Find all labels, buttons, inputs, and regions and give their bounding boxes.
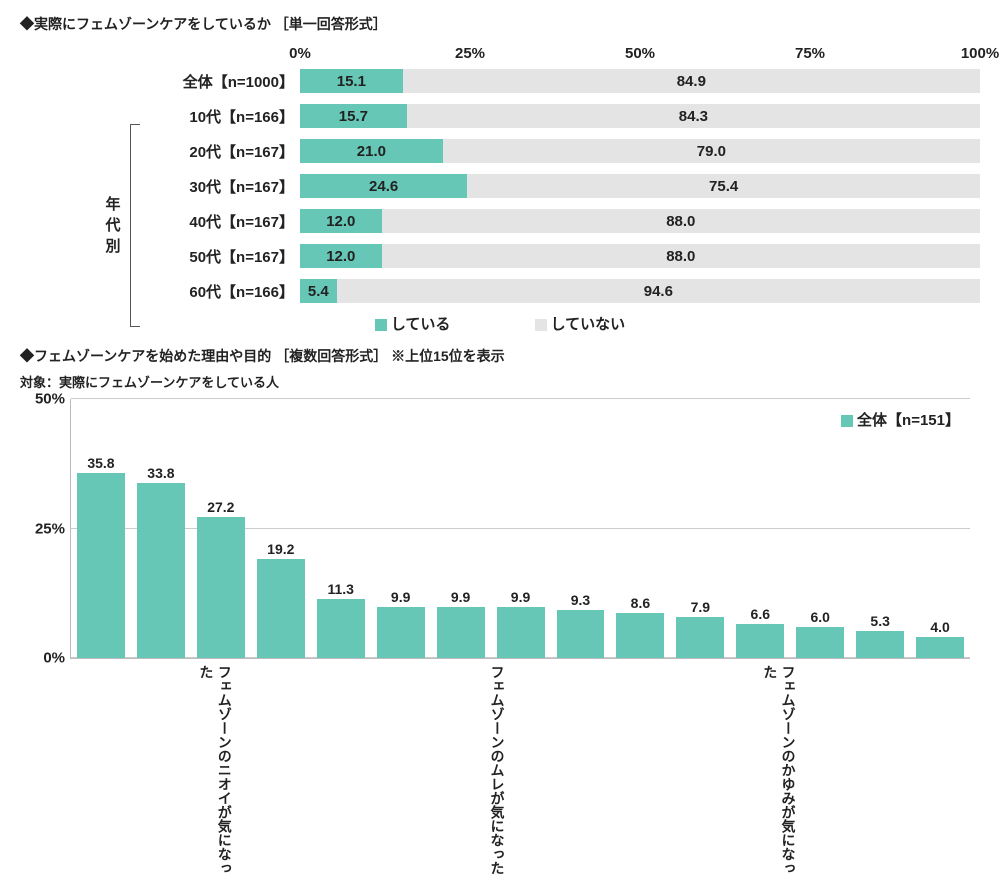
bar-value-label: 8.6 [631,595,650,611]
segment-yes: 12.0 [300,244,382,268]
axis-tick: 0% [289,45,311,62]
bar [736,624,784,658]
segment-no: 88.0 [382,209,980,233]
bar-value-label: 9.9 [391,589,410,605]
bar-value-label: 9.9 [451,589,470,605]
bar-value-label: 33.8 [147,465,174,481]
segment-no: 75.4 [467,174,980,198]
segment-yes: 21.0 [300,139,443,163]
bar-value-label: 19.2 [267,541,294,557]
bar-slot: 27.2 [191,399,251,658]
axis-tick: 25% [455,45,485,62]
bar-value-label: 7.9 [691,599,710,615]
bar-value-label: 6.0 [810,609,829,625]
stacked-bar-row: 50代【n=167】12.088.0 [100,240,980,272]
stacked-bar-row: 全体【n=1000】15.184.9 [100,65,980,97]
segment-no: 88.0 [382,244,980,268]
bar [197,517,245,658]
bar-value-label: 9.9 [511,589,530,605]
age-group-bracket [130,124,140,327]
y-axis-tick: 0% [21,650,65,667]
bar-slot: 6.6 [730,399,790,658]
bar-slot: 9.3 [551,399,611,658]
bar-slot: 11.3 [311,399,371,658]
axis-tick: 50% [625,45,655,62]
segment-yes: 15.1 [300,69,403,93]
legend-yes-label: している [391,316,451,333]
bar-slot: 7.9 [670,399,730,658]
bar-chart-title-1: ◆フェムゾーンケアを始めた理由や目的 ［複数回答形式］ ※上位15位を表示 [20,346,980,366]
age-group-label: 年代別 [100,194,126,257]
bar-value-label: 35.8 [87,455,114,471]
bar-slot: 6.0 [790,399,850,658]
stacked-legend: している していない [20,313,980,334]
row-label: 全体【n=1000】 [100,71,300,92]
bar [497,607,545,658]
bar [856,631,904,658]
axis-tick: 100% [961,45,999,62]
bar [137,483,185,658]
segment-yes: 15.7 [300,104,407,128]
stacked-bar-row: 60代【n=166】5.494.6 [100,275,980,307]
stacked-bar-row: 20代【n=167】21.079.0 [100,135,980,167]
bar-slot: 33.8 [131,399,191,658]
bar [317,599,365,658]
stacked-chart: 0%25%50%75%100% 全体【n=1000】15.184.910代【n=… [100,40,980,307]
bar-category-label: フェムゾーンのニオイが気になった [197,665,233,885]
stacked-bar-row: 10代【n=166】15.784.3 [100,100,980,132]
bar-chart-title-2: 対象：実際にフェムゾーンケアをしている人 [20,372,980,391]
bar [676,617,724,658]
stacked-bar-row: 40代【n=167】12.088.0 [100,205,980,237]
bar-value-label: 27.2 [207,499,234,515]
stacked-chart-title: ◆実際にフェムゾーンケアをしているか ［単一回答形式］ [20,14,980,34]
bar-slot: 9.9 [371,399,431,658]
bar-value-label: 11.3 [327,581,353,597]
segment-yes: 24.6 [300,174,467,198]
bar-slot: 5.3 [850,399,910,658]
bar-value-label: 4.0 [930,619,949,635]
bar [437,607,485,658]
stacked-bar-row: 30代【n=167】24.675.4 [100,170,980,202]
bar-slot: 4.0 [910,399,970,658]
bar-category-label: フェムゾーンのかゆみが気になった [761,665,797,885]
bar [616,613,664,658]
segment-yes: 12.0 [300,209,382,233]
y-axis-tick: 50% [21,391,65,408]
segment-no: 84.3 [407,104,980,128]
bar-slot: 35.8 [71,399,131,658]
bar-slot: 9.9 [491,399,551,658]
bar-value-label: 9.3 [571,592,590,608]
bar [77,473,125,658]
legend-no-label: していない [551,316,626,333]
bar [377,607,425,658]
bar [796,627,844,658]
segment-no: 79.0 [443,139,980,163]
bar [557,610,605,658]
bar-value-label: 5.3 [870,613,889,629]
bar-slot: 9.9 [431,399,491,658]
bar-category-label: フェムゾーンのムレが気になった [488,665,506,885]
bar-value-label: 6.6 [751,606,770,622]
bar-chart: 全体【n=151】 0%25%50%35.833.827.219.211.39.… [20,399,980,885]
segment-yes: 5.4 [300,279,337,303]
axis-tick: 75% [795,45,825,62]
bar-slot: 19.2 [251,399,311,658]
segment-no: 94.6 [337,279,980,303]
bar-slot: 8.6 [610,399,670,658]
bar [257,559,305,658]
bar [916,637,964,658]
segment-no: 84.9 [403,69,980,93]
y-axis-tick: 25% [21,520,65,537]
